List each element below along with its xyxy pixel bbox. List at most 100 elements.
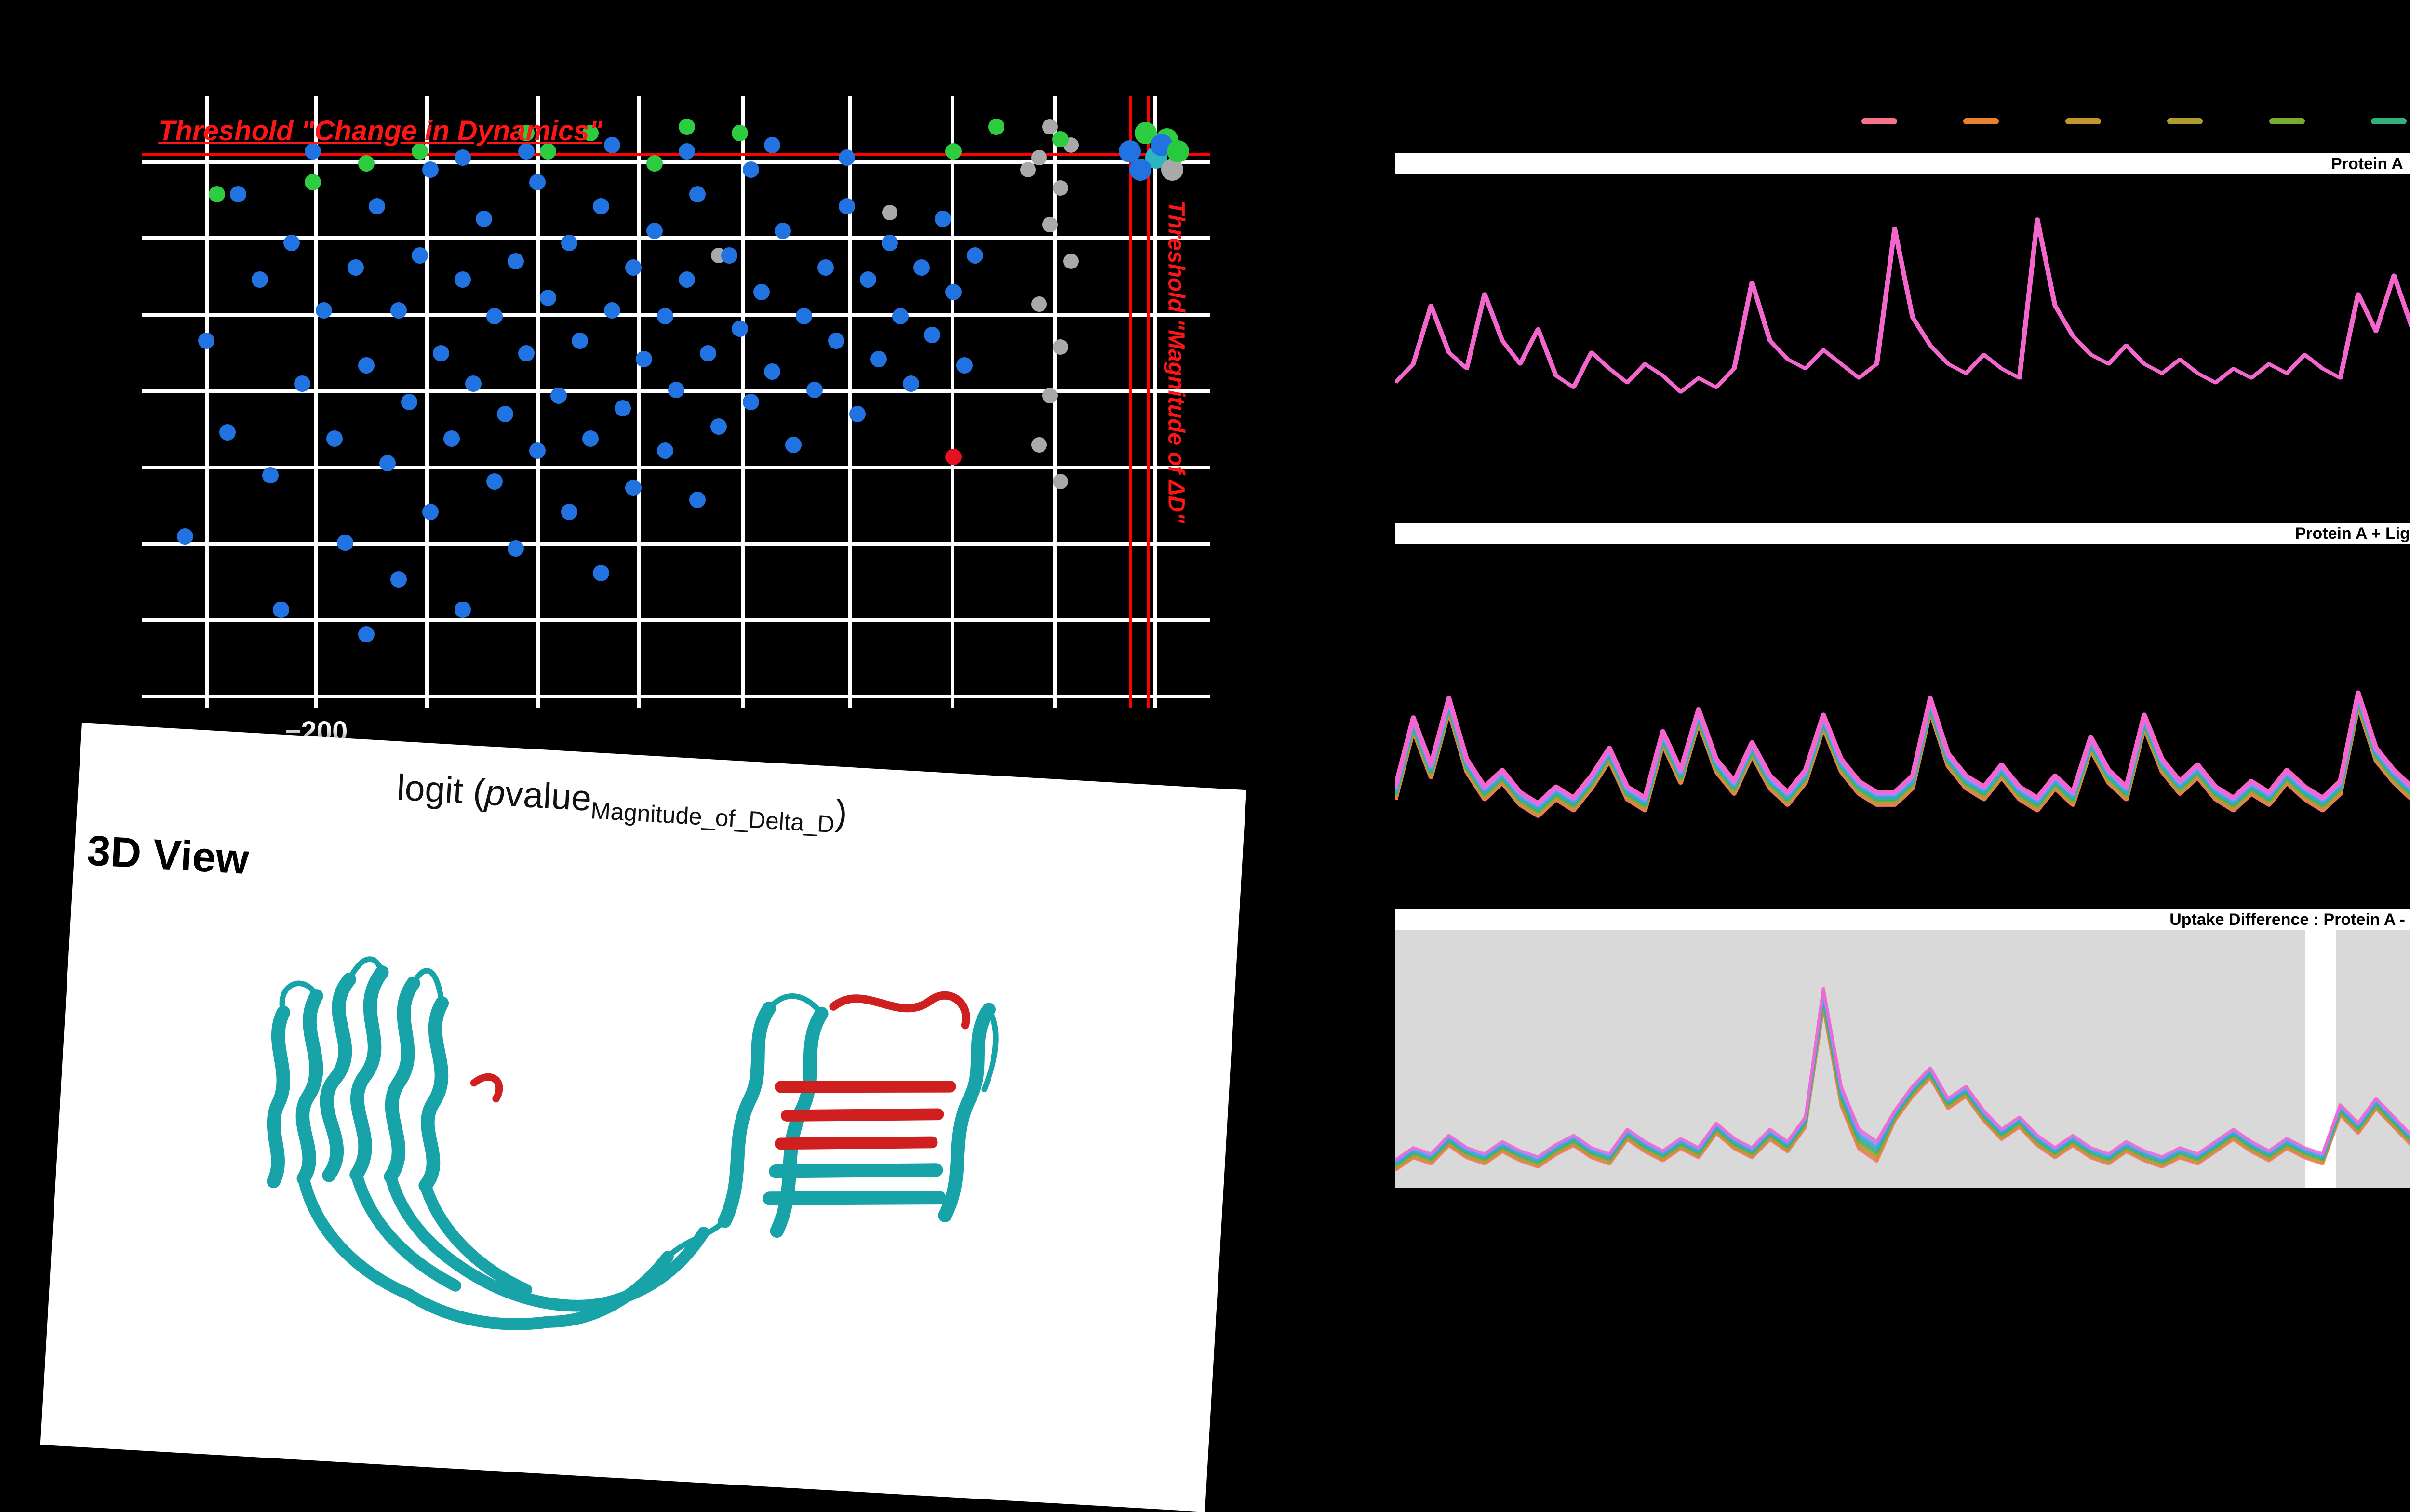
scatter-point[interactable] xyxy=(614,400,631,416)
uptake-trace-state-08[interactable] xyxy=(1395,217,2410,394)
scatter-point[interactable] xyxy=(358,357,375,374)
scatter-point[interactable] xyxy=(305,143,321,160)
scatter-point[interactable] xyxy=(1031,437,1047,453)
scatter-point[interactable] xyxy=(422,161,439,178)
scatter-point[interactable] xyxy=(198,333,214,349)
scatter-point[interactable] xyxy=(336,534,353,551)
scatter-point[interactable] xyxy=(689,491,706,508)
scatter-point[interactable] xyxy=(710,418,727,435)
scatter-point[interactable] xyxy=(1161,159,1184,181)
uptake-trace-state-03[interactable] xyxy=(1395,217,2410,408)
scatter-point[interactable] xyxy=(358,155,375,172)
protein-structure-viewer[interactable] xyxy=(188,905,1106,1437)
uptake-trace-state-11[interactable] xyxy=(1395,217,2410,394)
scatter-point[interactable] xyxy=(1052,339,1068,355)
scatter-point[interactable] xyxy=(262,467,279,484)
uptake-trace-state-04[interactable] xyxy=(1395,217,2410,404)
scatter-point[interactable] xyxy=(838,198,855,215)
scatter-point[interactable] xyxy=(176,528,193,545)
scatter-point[interactable] xyxy=(369,198,386,215)
scatter-point[interactable] xyxy=(390,302,407,319)
uptake-plot-protein-a-ligand-canvas[interactable] xyxy=(1395,544,2410,904)
scatter-point[interactable] xyxy=(1129,159,1152,181)
uptake-trace-state-06[interactable] xyxy=(1395,998,2410,1166)
scatter-point[interactable] xyxy=(753,283,770,300)
scatter-point[interactable] xyxy=(881,235,898,252)
scatter-point[interactable] xyxy=(454,149,471,166)
scatter-point[interactable] xyxy=(956,357,973,374)
scatter-point[interactable] xyxy=(689,186,706,202)
scatter-point[interactable] xyxy=(518,143,535,160)
scatter-point[interactable] xyxy=(806,381,823,398)
uptake-trace-state-09[interactable] xyxy=(1395,620,2410,808)
scatter-point[interactable] xyxy=(251,271,268,288)
scatter-point[interactable] xyxy=(518,345,535,361)
scatter-point[interactable] xyxy=(348,259,364,276)
scatter-point[interactable] xyxy=(283,235,300,252)
scatter-point[interactable] xyxy=(390,571,407,588)
scatter-point[interactable] xyxy=(646,155,663,172)
scatter-point[interactable] xyxy=(1020,162,1036,178)
uptake-trace-state-12[interactable] xyxy=(1395,987,2410,1163)
legend-entry-state-06[interactable] xyxy=(2371,118,2407,124)
legend-entry-state-05[interactable] xyxy=(2269,118,2305,124)
uptake-trace-state-08[interactable] xyxy=(1395,994,2410,1165)
scatter-point[interactable] xyxy=(882,204,897,220)
scatter-point[interactable] xyxy=(1052,131,1069,147)
scatter-point[interactable] xyxy=(1031,296,1047,312)
scatter-point[interactable] xyxy=(924,326,941,343)
scatter-point[interactable] xyxy=(561,504,577,521)
scatter-point[interactable] xyxy=(988,119,1004,135)
uptake-trace-state-06[interactable] xyxy=(1395,217,2410,395)
scatter-point[interactable] xyxy=(732,125,749,142)
scatter-point[interactable] xyxy=(678,271,695,288)
scatter-point[interactable] xyxy=(796,308,813,325)
scatter-point[interactable] xyxy=(433,345,450,361)
uptake-trace-state-04[interactable] xyxy=(1395,1002,2410,1168)
scatter-point[interactable] xyxy=(902,375,919,392)
scatter-point[interactable] xyxy=(518,125,535,142)
scatter-point[interactable] xyxy=(817,259,834,276)
uptake-trace-state-09[interactable] xyxy=(1395,992,2410,1164)
scatter-point[interactable] xyxy=(401,394,417,410)
legend-entry-state-02[interactable] xyxy=(1963,118,1999,124)
scatter-point[interactable] xyxy=(358,626,375,642)
scatter-point[interactable] xyxy=(945,449,962,466)
scatter-point[interactable] xyxy=(892,308,909,325)
scatter-point[interactable] xyxy=(966,247,983,264)
scatter-point[interactable] xyxy=(603,302,620,319)
scatter-point[interactable] xyxy=(699,345,716,361)
scatter-point[interactable] xyxy=(828,333,844,349)
legend-entry-state-01[interactable] xyxy=(1861,118,1897,124)
uptake-trace-state-09[interactable] xyxy=(1395,217,2410,394)
legend-entry-state-04[interactable] xyxy=(2167,118,2203,124)
uptake-trace-state-07[interactable] xyxy=(1395,996,2410,1165)
scatter-point[interactable] xyxy=(742,394,759,410)
scatter-point[interactable] xyxy=(945,283,962,300)
scatter-point[interactable] xyxy=(742,161,759,178)
scatter-point[interactable] xyxy=(315,302,332,319)
uptake-trace-state-07[interactable] xyxy=(1395,217,2410,394)
scatter-point[interactable] xyxy=(219,424,236,441)
uptake-trace-state-01[interactable] xyxy=(1395,217,2410,417)
scatter-point[interactable] xyxy=(657,442,674,459)
scatter-point[interactable] xyxy=(678,143,695,160)
uptake-trace-state-10[interactable] xyxy=(1395,217,2410,394)
scatter-point[interactable] xyxy=(326,430,343,447)
scatter-point[interactable] xyxy=(539,290,556,307)
scatter-point[interactable] xyxy=(636,351,653,368)
scatter-point[interactable] xyxy=(593,565,610,582)
scatter-point[interactable] xyxy=(454,602,471,618)
scatter-point[interactable] xyxy=(529,442,546,459)
scatter-point[interactable] xyxy=(486,308,503,325)
scatter-point[interactable] xyxy=(721,247,738,264)
scatter-point[interactable] xyxy=(508,253,524,270)
scatter-point[interactable] xyxy=(732,320,749,337)
uptake-trace-state-02[interactable] xyxy=(1395,217,2410,413)
scatter-point[interactable] xyxy=(305,174,321,190)
scatter-point[interactable] xyxy=(497,406,514,423)
scatter-point[interactable] xyxy=(572,333,589,349)
scatter-point[interactable] xyxy=(209,186,226,202)
scatter-point[interactable] xyxy=(230,186,247,202)
scatter-point[interactable] xyxy=(625,479,642,496)
